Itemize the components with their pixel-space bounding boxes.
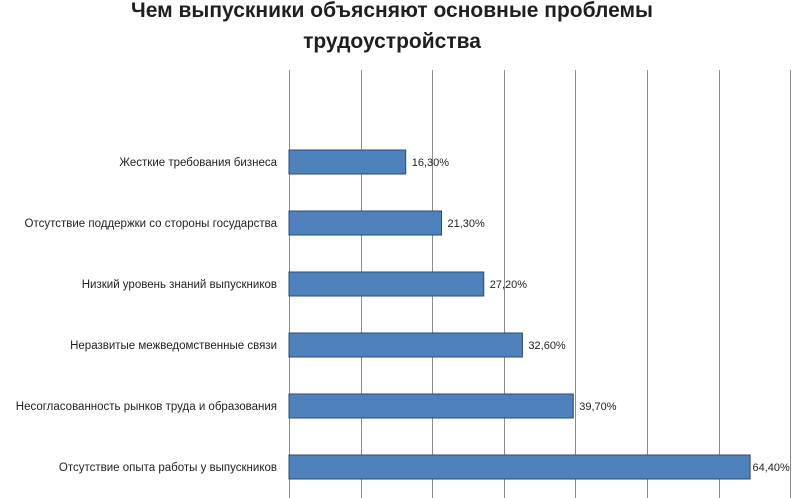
category-label-1: Отсутствие поддержки со стороны государс…	[25, 218, 278, 230]
value-label-1: 21,30%	[448, 218, 486, 230]
category-label-0: Жесткие требования бизнеса	[119, 157, 277, 169]
value-label-3: 32,60%	[528, 340, 566, 352]
bar-4	[288, 393, 574, 419]
category-label-5: Отсутствие опыта работы у выпускников	[59, 462, 277, 474]
bar-0	[288, 149, 407, 175]
category-label-3: Неразвитые межведомственные связи	[70, 340, 277, 352]
value-label-5: 64,40%	[752, 462, 790, 474]
chart-title-line-1: Чем выпускники объясняют основные пробле…	[131, 0, 653, 22]
bar-1	[288, 210, 443, 236]
value-label-2: 27,20%	[490, 279, 528, 291]
category-label-4: Несогласованность рынков труда и образов…	[16, 401, 277, 413]
chart-title-line-2: трудоустройства	[303, 30, 481, 53]
bar-5	[288, 454, 751, 480]
labels: Жесткие требования бизнеса 16,30% Отсутств…	[16, 157, 790, 474]
value-label-0: 16,30%	[412, 157, 450, 169]
value-label-4: 39,70%	[579, 401, 617, 413]
category-label-2: Низкий уровень знаний выпускников	[82, 279, 277, 291]
bar-3	[288, 332, 523, 358]
bars	[288, 149, 751, 480]
bar-2	[288, 271, 485, 297]
